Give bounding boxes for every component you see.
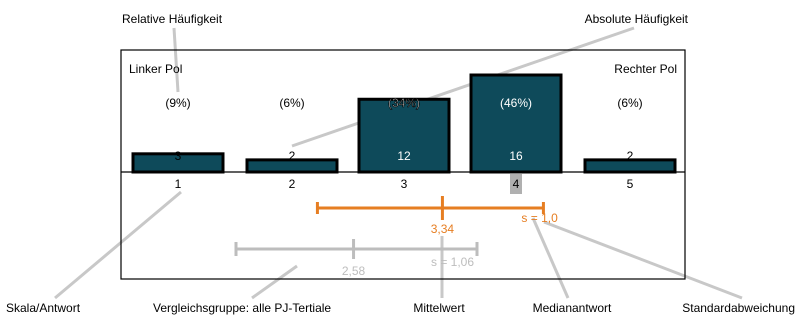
percent-label-5: (6%) bbox=[617, 96, 642, 110]
bar-3 bbox=[357, 97, 451, 174]
mean-markers: 3,34 s = 1,0 2,58 s = 1,06 bbox=[234, 196, 558, 278]
callout-standard-deviation: Standardabweichung bbox=[682, 301, 795, 315]
callout-median-answer: Medianantwort bbox=[533, 301, 612, 315]
leader-absolute-frequency bbox=[291, 26, 635, 148]
count-label-2: 2 bbox=[289, 149, 296, 163]
count-label-1: 3 bbox=[175, 149, 182, 163]
mean-value-label: 3,34 bbox=[431, 222, 455, 236]
leader-median bbox=[531, 217, 570, 299]
percent-label-2: (6%) bbox=[279, 96, 304, 110]
count-label-3: 12 bbox=[397, 149, 411, 163]
percent-label-1: (9%) bbox=[165, 96, 190, 110]
leader-scale-answer bbox=[54, 190, 182, 300]
count-label-4: 16 bbox=[509, 149, 523, 163]
chart-frame bbox=[120, 49, 686, 280]
median-highlight bbox=[510, 174, 522, 194]
percent-label-4: (46%) bbox=[500, 96, 532, 110]
scale-tick-3: 3 bbox=[401, 177, 408, 191]
callout-absolute-frequency: Absolute Häufigkeit bbox=[585, 12, 689, 26]
bar-labels: 3 (9%) 2 (6%) 12 (34%) 16 (46%) 2 (6%) bbox=[165, 96, 642, 163]
callout-scale-answer: Skala/Antwort bbox=[6, 301, 81, 315]
callout-comparison-group: Vergleichsgruppe: alle PJ-Tertiale bbox=[153, 301, 331, 315]
comparison-value-label: 2,58 bbox=[342, 264, 366, 278]
leader-relative-frequency bbox=[172, 27, 180, 93]
count-label-5: 2 bbox=[627, 149, 634, 163]
mean-sd-label: s = 1,0 bbox=[521, 211, 558, 225]
right-pole-label: Rechter Pol bbox=[614, 62, 677, 76]
leader-standard-deviation bbox=[543, 220, 743, 300]
scale-tick-5: 5 bbox=[627, 177, 634, 191]
leader-comparison-group bbox=[251, 264, 298, 300]
scale-ticks: 1 2 3 4 5 bbox=[175, 174, 634, 194]
scale-tick-1: 1 bbox=[175, 177, 182, 191]
scale-tick-2: 2 bbox=[289, 177, 296, 191]
left-pole-label: Linker Pol bbox=[129, 62, 182, 76]
comparison-sd-label: s = 1,06 bbox=[431, 255, 474, 269]
percent-label-3: (34%) bbox=[388, 96, 420, 110]
callout-mean: Mittelwert bbox=[413, 301, 465, 315]
callout-relative-frequency: Relative Häufigkeit bbox=[122, 12, 223, 26]
leader-lines bbox=[54, 26, 743, 300]
scale-tick-4: 4 bbox=[513, 177, 520, 191]
